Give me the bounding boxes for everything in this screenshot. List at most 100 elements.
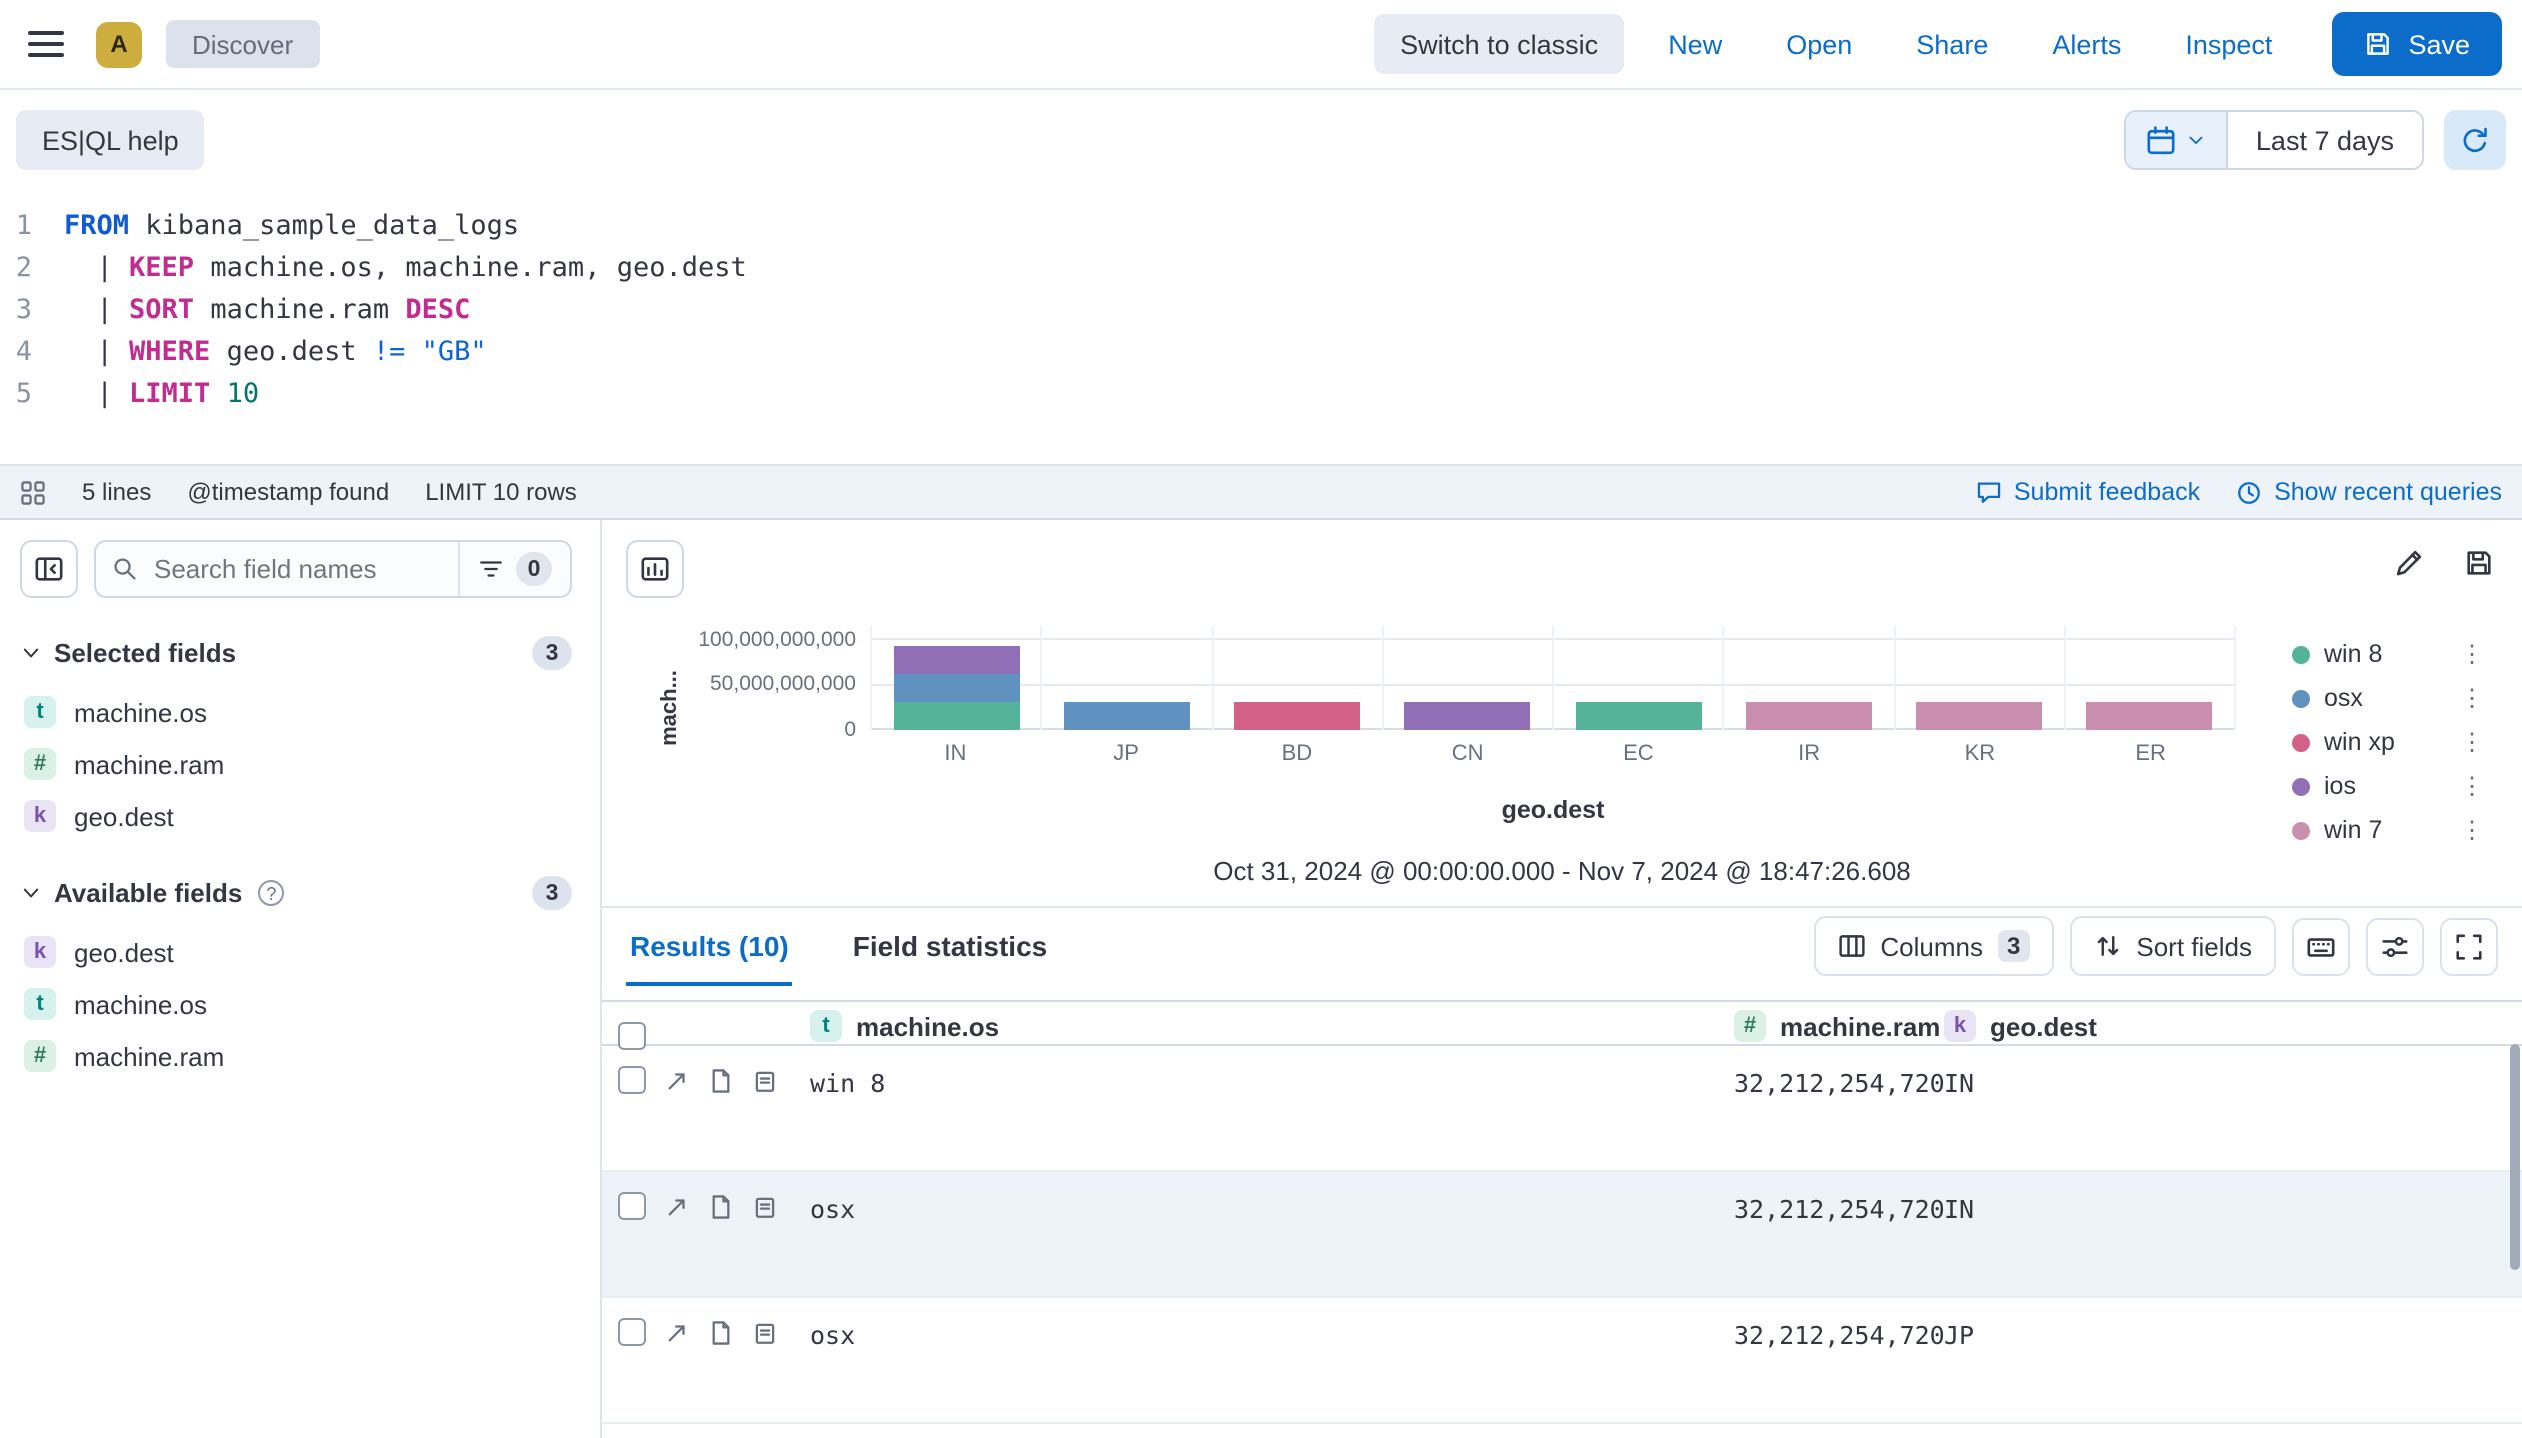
chart-plot[interactable] <box>870 626 2236 730</box>
bar-segment-IR-win-7[interactable] <box>1745 702 1872 730</box>
esql-help-button[interactable]: ES|QL help <box>16 110 205 170</box>
legend-menu-icon[interactable]: ⋮ <box>2460 772 2484 800</box>
bar-segment-IN-osx[interactable] <box>893 674 1020 702</box>
bar-slot-JP[interactable] <box>1040 626 1212 730</box>
cell-geo-dest: IN <box>1944 1068 1975 1098</box>
collapse-sidebar-button[interactable] <box>20 540 78 598</box>
bar-slot-IR[interactable] <box>1722 626 1894 730</box>
breadcrumb[interactable]: Discover <box>166 20 320 68</box>
row-checkbox[interactable] <box>618 1066 646 1094</box>
table-row[interactable]: win 8 32,212,254,720 IN <box>602 1046 2522 1172</box>
field-item-machine-os[interactable]: t machine.os <box>20 978 572 1030</box>
bar-slot-ER[interactable] <box>2063 626 2235 730</box>
bar-segment-JP-osx[interactable] <box>1063 702 1190 730</box>
bar-segment-IN-win-8[interactable] <box>893 702 1020 730</box>
expand-row-icon[interactable] <box>664 1319 690 1345</box>
search-input[interactable] <box>146 554 458 584</box>
sort-fields-button[interactable]: Sort fields <box>2070 916 2276 976</box>
save-button[interactable]: Save <box>2332 12 2502 76</box>
field-filter-button[interactable]: 0 <box>460 542 570 596</box>
selected-fields-count: 3 <box>532 636 572 670</box>
legend-item-winxp[interactable]: win xp ⋮ <box>2292 720 2484 764</box>
code-line-3[interactable]: 3 | SORT machine.ram DESC <box>0 290 2522 332</box>
fullscreen-button[interactable] <box>2440 917 2498 975</box>
edit-visualization-icon[interactable] <box>2394 548 2424 578</box>
select-all-checkbox[interactable] <box>618 1022 646 1050</box>
code-line-2[interactable]: 2 | KEEP machine.os, machine.ram, geo.de… <box>0 248 2522 290</box>
refresh-icon <box>2460 125 2490 155</box>
menu-icon[interactable] <box>20 18 72 70</box>
legend-item-win7[interactable]: win 7 ⋮ <box>2292 808 2484 852</box>
field-item-machine-ram[interactable]: # machine.ram <box>20 1030 572 1082</box>
available-fields-header[interactable]: Available fields ? 3 <box>20 876 572 910</box>
question-icon[interactable]: ? <box>258 880 285 906</box>
legend-swatch <box>2292 645 2310 663</box>
nav-alerts[interactable]: Alerts <box>2052 29 2122 59</box>
chevron-down-icon <box>20 882 42 904</box>
tab-results[interactable]: Results (10) <box>626 912 793 986</box>
selected-fields-header[interactable]: Selected fields 3 <box>20 636 572 670</box>
legend-menu-icon[interactable]: ⋮ <box>2460 640 2484 668</box>
nav-inspect[interactable]: Inspect <box>2185 29 2273 59</box>
nav-open[interactable]: Open <box>1786 29 1853 59</box>
bar-segment-ER-win-7[interactable] <box>2086 702 2213 730</box>
legend-menu-icon[interactable]: ⋮ <box>2460 816 2484 844</box>
legend-item-win8[interactable]: win 8 ⋮ <box>2292 632 2484 676</box>
display-options-button[interactable] <box>2366 917 2424 975</box>
bar-segment-BD-win-xp[interactable] <box>1234 702 1361 730</box>
view-document-icon[interactable] <box>708 1067 734 1093</box>
view-document-icon[interactable] <box>708 1319 734 1345</box>
row-checkbox[interactable] <box>618 1192 646 1220</box>
copy-row-icon[interactable] <box>752 1067 778 1093</box>
chart-options-button[interactable] <box>626 540 684 598</box>
field-item-machine-ram[interactable]: # machine.ram <box>20 738 572 790</box>
save-visualization-icon[interactable] <box>2464 548 2494 578</box>
bar-segment-KR-win-7[interactable] <box>1916 702 2043 730</box>
code-line-4[interactable]: 4 | WHERE geo.dest != "GB" <box>0 332 2522 374</box>
bar-slot-BD[interactable] <box>1211 626 1382 730</box>
legend-item-ios[interactable]: ios ⋮ <box>2292 764 2484 808</box>
nav-new[interactable]: New <box>1668 29 1723 59</box>
column-header-geo-dest[interactable]: k geo.dest <box>1936 1010 2522 1042</box>
table-row[interactable]: osx 32,212,254,720 IN <box>602 1172 2522 1298</box>
tab-field-statistics[interactable]: Field statistics <box>852 930 1048 962</box>
column-header-machine-os[interactable]: t machine.os <box>802 1010 1726 1042</box>
search-divider <box>458 542 460 596</box>
refresh-button[interactable] <box>2444 110 2506 170</box>
row-checkbox[interactable] <box>618 1318 646 1346</box>
table-row[interactable]: osx 32,212,254,720 JP <box>602 1298 2522 1424</box>
switch-to-classic-button[interactable]: Switch to classic <box>1374 14 1625 74</box>
expand-row-icon[interactable] <box>664 1067 690 1093</box>
legend-menu-icon[interactable]: ⋮ <box>2460 728 2484 756</box>
copy-row-icon[interactable] <box>752 1193 778 1219</box>
field-item-geo-dest[interactable]: k geo.dest <box>20 926 572 978</box>
legend-menu-icon[interactable]: ⋮ <box>2460 684 2484 712</box>
columns-button[interactable]: Columns 3 <box>1814 916 2055 976</box>
space-avatar[interactable]: A <box>96 21 142 67</box>
scrollbar-thumb[interactable] <box>2510 1044 2520 1270</box>
bar-slot-KR[interactable] <box>1893 626 2064 730</box>
submit-feedback-link[interactable]: Submit feedback <box>1976 478 2200 506</box>
bar-slot-CN[interactable] <box>1381 626 1553 730</box>
field-item-geo-dest[interactable]: k geo.dest <box>20 790 572 842</box>
code-line-1[interactable]: 1 FROM kibana_sample_data_logs <box>0 206 2522 248</box>
view-document-icon[interactable] <box>708 1193 734 1219</box>
date-range-button[interactable]: Last 7 days <box>2225 112 2422 168</box>
date-quick-select-button[interactable] <box>2125 112 2226 168</box>
code-line-5[interactable]: 5 | LIMIT 10 <box>0 374 2522 416</box>
text-field-token-icon: t <box>810 1010 842 1042</box>
field-item-machine-os[interactable]: t machine.os <box>20 686 572 738</box>
copy-row-icon[interactable] <box>752 1319 778 1345</box>
bar-segment-CN-ios[interactable] <box>1404 702 1531 730</box>
bar-segment-IN-ios[interactable] <box>893 646 1020 674</box>
show-recent-queries-link[interactable]: Show recent queries <box>2236 478 2502 506</box>
expand-row-icon[interactable] <box>664 1193 690 1219</box>
esql-editor[interactable]: 1 FROM kibana_sample_data_logs 2 | KEEP … <box>0 190 2522 464</box>
keyboard-shortcuts-button[interactable] <box>2292 917 2350 975</box>
nav-share[interactable]: Share <box>1916 29 1989 59</box>
bar-segment-EC-win-8[interactable] <box>1575 702 1702 730</box>
bar-slot-IN[interactable] <box>870 626 1041 730</box>
bar-slot-EC[interactable] <box>1552 626 1723 730</box>
legend-item-osx[interactable]: osx ⋮ <box>2292 676 2484 720</box>
column-header-machine-ram[interactable]: # machine.ram <box>1726 1010 1940 1042</box>
